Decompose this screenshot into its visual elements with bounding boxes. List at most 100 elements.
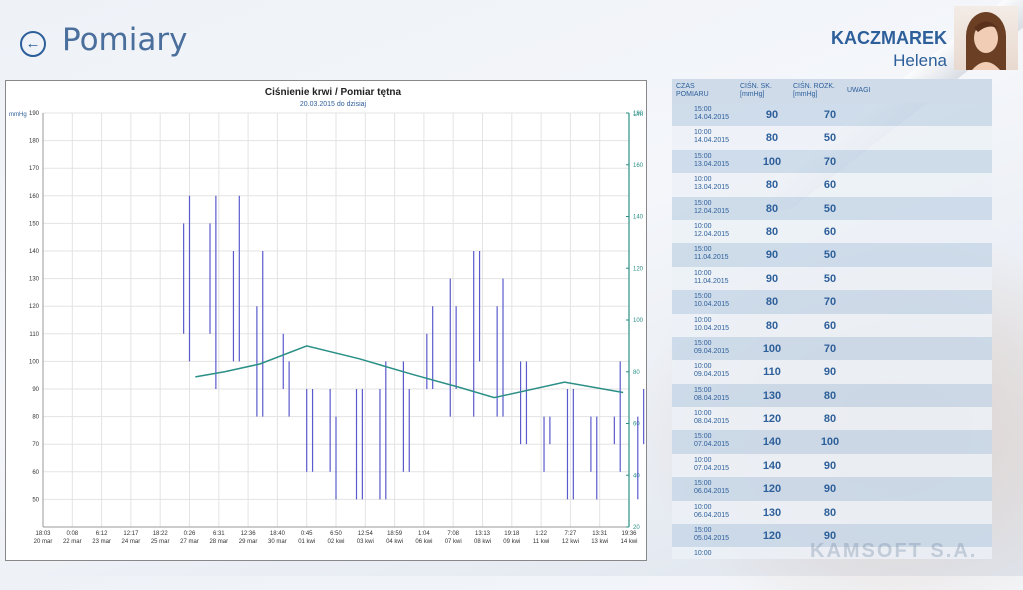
row-diastolic: 50 (823, 249, 837, 262)
y-tick-label: 100 (29, 359, 40, 365)
x-tick-time: 1:22 (535, 531, 547, 537)
row-hour: 10:00 (694, 222, 712, 230)
row-systolic: 80 (765, 296, 779, 309)
row-diastolic: 60 (823, 225, 837, 238)
row-time: 15:00 08.04.2015 (694, 387, 729, 403)
row-systolic: 80 (765, 179, 779, 192)
table-row[interactable]: 15:00 07.04.2015 140 100 (672, 430, 992, 454)
y-tick-label: 160 (29, 194, 40, 200)
row-date: 14.04.2015 (694, 114, 730, 121)
table-row[interactable]: 10:00 07.04.2015 140 90 (672, 453, 992, 478)
header: ← Pomiary KACZMAREK Helena (0, 0, 1023, 78)
row-date: 07.04.2015 (694, 464, 730, 472)
table-row[interactable]: 15:00 10.04.2015 80 70 (672, 290, 992, 314)
table-row[interactable]: 10:00 (672, 547, 992, 559)
table-row[interactable]: 10:00 13.04.2015 80 60 (672, 173, 992, 197)
y2-tick-label: 100 (633, 318, 644, 324)
x-tick-date: 23 mar (92, 539, 111, 545)
row-time: 10:00 12.04.2015 (694, 223, 729, 239)
row-diastolic: 90 (823, 530, 837, 543)
measurements-table: CZAS POMIARU CIŚN. SK. [mmHg] CIŚN. ROZK… (672, 79, 992, 559)
row-diastolic: 70 (823, 296, 837, 309)
patient-last-name: KACZMAREK (831, 28, 947, 48)
x-tick-time: 18:22 (153, 531, 169, 537)
y-tick-label: 190 (29, 111, 40, 117)
row-date: 13.04.2015 (694, 160, 730, 168)
row-time: 10:00 08.04.2015 (694, 410, 729, 426)
table-row[interactable]: 15:00 14.04.2015 90 70 (672, 103, 992, 127)
x-tick-time: 12:17 (123, 531, 139, 537)
chart-canvas: Ciśnienie krwi / Pomiar tętna 20.03.2015 … (9, 87, 645, 545)
row-hour: 15:00 (694, 199, 712, 207)
row-time: 15:00 11.04.2015 (694, 246, 729, 262)
table-row[interactable]: 10:00 10.04.2015 80 60 (672, 313, 992, 337)
row-hour: 10:00 (694, 316, 712, 324)
x-tick-date: 11 kwi (533, 539, 550, 545)
row-hour: 15:00 (694, 480, 712, 488)
x-tick-time: 0:08 (66, 531, 78, 537)
x-tick-date: 08 kwi (474, 539, 491, 545)
table-row[interactable]: 10:00 12.04.2015 80 60 (672, 219, 992, 244)
row-systolic: 100 (762, 342, 782, 355)
watermark: KAMSOFT S.A. (810, 540, 978, 562)
y-tick-label: 70 (32, 442, 39, 448)
row-diastolic: 60 (823, 319, 837, 332)
row-diastolic: 50 (823, 202, 837, 215)
row-diastolic: 70 (823, 155, 837, 168)
table-row[interactable]: 15:00 05.04.2015 120 90 (672, 524, 992, 548)
row-diastolic: 60 (823, 179, 837, 192)
column-header-diastolic: CIŚN. ROZK. [mmHg] (793, 83, 836, 98)
row-hour: 10:00 (694, 176, 712, 184)
row-diastolic: 70 (823, 109, 837, 121)
chart-title: Ciśnienie krwi / Pomiar tętna (265, 87, 402, 98)
column-header-notes: UWAGI (847, 87, 871, 94)
row-time: 10:00 (694, 550, 712, 558)
table-row[interactable]: 15:00 12.04.2015 80 50 (672, 196, 992, 220)
y-axis-label: mmHg (9, 112, 27, 118)
row-hour: 10:00 (694, 363, 712, 371)
row-systolic: 130 (762, 389, 782, 402)
row-time: 10:00 09.04.2015 (694, 363, 729, 379)
row-systolic: 140 (762, 459, 782, 472)
table-row[interactable]: 10:00 08.04.2015 120 80 (672, 407, 992, 431)
table-row[interactable]: 15:00 06.04.2015 120 90 (672, 477, 992, 501)
table-row[interactable]: 15:00 11.04.2015 90 50 (672, 243, 992, 267)
row-hour: 10:00 (694, 269, 712, 277)
table-row[interactable]: 10:00 06.04.2015 130 80 (672, 500, 992, 525)
y-tick-label: 80 (32, 415, 39, 421)
table-row[interactable]: 10:00 14.04.2015 80 50 (672, 126, 992, 150)
x-tick-date: 12 kwi (562, 539, 579, 545)
row-time: 15:00 09.04.2015 (694, 340, 729, 356)
table-header: CZAS POMIARU CIŚN. SK. [mmHg] CIŚN. ROZK… (672, 79, 992, 103)
patient-first-name: Helena (893, 51, 947, 70)
row-time: 15:00 14.04.2015 (694, 106, 729, 122)
table-row[interactable]: 15:00 13.04.2015 100 70 (672, 149, 992, 174)
x-tick-time: 19:36 (621, 531, 637, 537)
table-row[interactable]: 10:00 09.04.2015 110 90 (672, 360, 992, 384)
blood-pressure-chart: Ciśnienie krwi / Pomiar tętna 20.03.2015 … (5, 80, 647, 561)
x-tick-date: 25 mar (151, 539, 170, 545)
back-arrow-icon[interactable]: ← (20, 31, 46, 57)
y-tick-label: 180 (29, 139, 40, 145)
x-tick-time: 7:27 (565, 531, 577, 537)
x-tick-date: 01 kwi (298, 539, 315, 545)
row-time: 15:00 10.04.2015 (694, 293, 729, 309)
row-systolic: 120 (762, 530, 782, 543)
table-row[interactable]: 15:00 08.04.2015 130 80 (672, 383, 992, 408)
x-tick-date: 02 kwi (327, 539, 344, 545)
row-date: 12.04.2015 (694, 207, 730, 215)
row-systolic: 120 (762, 483, 782, 496)
row-hour: 15:00 (694, 152, 712, 160)
row-time: 15:00 05.04.2015 (694, 527, 729, 543)
row-diastolic: 100 (820, 436, 840, 449)
row-time: 10:00 07.04.2015 (694, 457, 729, 473)
y-tick-label: 50 (32, 497, 39, 503)
table-row[interactable]: 10:00 11.04.2015 90 50 (672, 266, 992, 291)
x-tick-time: 18:03 (35, 531, 51, 537)
y2-axis-label: 1/m (633, 112, 643, 118)
row-time: 10:00 11.04.2015 (694, 270, 729, 286)
y2-tick-label: 80 (633, 370, 640, 376)
row-date: 10.04.2015 (694, 301, 730, 309)
row-time: 15:00 06.04.2015 (694, 480, 729, 496)
table-row[interactable]: 15:00 09.04.2015 100 70 (672, 336, 992, 361)
